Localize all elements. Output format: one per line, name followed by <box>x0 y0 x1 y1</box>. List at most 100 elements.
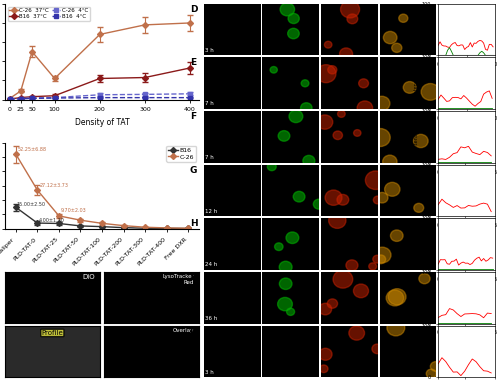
Text: 9.70±2.03: 9.70±2.03 <box>61 208 87 213</box>
Circle shape <box>340 48 352 60</box>
Text: 4.00±1.20: 4.00±1.20 <box>38 218 64 223</box>
Circle shape <box>280 3 294 16</box>
Circle shape <box>268 163 276 171</box>
Circle shape <box>384 182 400 196</box>
Text: H: H <box>190 219 198 228</box>
Circle shape <box>333 270 353 288</box>
Circle shape <box>278 298 292 311</box>
Text: Intensity: Intensity <box>413 126 418 147</box>
X-axis label: Density of TAT: Density of TAT <box>74 118 130 127</box>
Legend: B16, C-26: B16, C-26 <box>166 146 196 162</box>
Text: Intensity: Intensity <box>413 287 418 309</box>
Text: I: I <box>190 273 193 282</box>
Circle shape <box>280 278 292 290</box>
Circle shape <box>366 171 386 189</box>
Circle shape <box>328 213 346 228</box>
Circle shape <box>288 28 299 39</box>
Circle shape <box>314 199 324 209</box>
Circle shape <box>404 82 416 93</box>
Circle shape <box>354 130 361 136</box>
Circle shape <box>430 362 441 371</box>
Circle shape <box>382 155 397 168</box>
Circle shape <box>376 255 386 264</box>
Text: Intensity: Intensity <box>413 341 418 362</box>
Circle shape <box>354 284 368 298</box>
Circle shape <box>320 365 328 373</box>
Circle shape <box>372 344 382 354</box>
Circle shape <box>274 243 283 251</box>
Circle shape <box>346 260 358 271</box>
Circle shape <box>288 13 300 24</box>
Text: Intensity: Intensity <box>413 72 418 94</box>
Circle shape <box>373 255 382 263</box>
Text: 7 h: 7 h <box>205 101 214 106</box>
Text: 3 h: 3 h <box>205 48 214 53</box>
Text: F: F <box>190 112 196 121</box>
Circle shape <box>398 14 408 22</box>
Text: E: E <box>190 58 196 67</box>
Text: C: C <box>30 260 40 273</box>
Circle shape <box>347 14 358 24</box>
Circle shape <box>270 67 278 73</box>
Circle shape <box>325 190 342 205</box>
Circle shape <box>419 274 430 284</box>
Text: G: G <box>190 166 197 175</box>
Circle shape <box>293 191 305 202</box>
Circle shape <box>286 308 294 315</box>
Text: 15.00±2.50: 15.00±2.50 <box>17 202 46 207</box>
Text: Intensity: Intensity <box>413 19 418 40</box>
Circle shape <box>376 192 388 203</box>
Text: J: J <box>190 327 193 336</box>
Text: 24 h: 24 h <box>205 263 218 267</box>
Circle shape <box>340 1 359 18</box>
Text: 3 h: 3 h <box>205 370 214 375</box>
Circle shape <box>324 41 332 48</box>
Circle shape <box>386 290 404 306</box>
Text: DiO: DiO <box>82 274 95 280</box>
Circle shape <box>426 369 436 378</box>
Text: 36 h: 36 h <box>205 316 218 321</box>
Circle shape <box>388 289 406 305</box>
Text: 27.12±3.73: 27.12±3.73 <box>40 183 68 188</box>
Circle shape <box>333 131 342 139</box>
Circle shape <box>328 66 337 74</box>
Circle shape <box>368 263 376 270</box>
Circle shape <box>387 320 405 336</box>
Circle shape <box>390 230 403 242</box>
Circle shape <box>317 115 333 129</box>
Circle shape <box>337 194 349 205</box>
Circle shape <box>414 203 424 212</box>
Circle shape <box>357 101 372 115</box>
Text: Profile: Profile <box>42 330 63 336</box>
Circle shape <box>358 79 368 88</box>
Circle shape <box>384 31 397 44</box>
Circle shape <box>289 110 303 123</box>
Text: LysoTracker
Red: LysoTracker Red <box>162 274 194 285</box>
Text: 52.25±6.88: 52.25±6.88 <box>18 147 47 152</box>
Circle shape <box>300 103 312 113</box>
Text: 12 h: 12 h <box>205 209 218 214</box>
Circle shape <box>303 155 315 166</box>
Circle shape <box>349 326 364 340</box>
Circle shape <box>392 43 402 53</box>
Circle shape <box>316 65 336 83</box>
Legend: C-26  37°C, B16  37°C, C-26  4°C, B16  4°C: C-26 37°C, B16 37°C, C-26 4°C, B16 4°C <box>8 6 90 21</box>
Circle shape <box>319 303 332 315</box>
Circle shape <box>374 196 382 204</box>
Circle shape <box>279 261 292 273</box>
Circle shape <box>370 128 390 147</box>
Circle shape <box>421 83 440 100</box>
Text: Intensity: Intensity <box>413 234 418 255</box>
Circle shape <box>374 96 390 110</box>
Circle shape <box>301 80 309 87</box>
Circle shape <box>286 232 299 243</box>
Circle shape <box>327 299 338 308</box>
Text: Intensity: Intensity <box>413 180 418 201</box>
Text: 7 h: 7 h <box>205 155 214 160</box>
Circle shape <box>278 131 290 141</box>
Circle shape <box>414 134 428 147</box>
Circle shape <box>319 348 332 360</box>
Text: D: D <box>190 5 197 14</box>
Text: Overlay: Overlay <box>173 328 195 333</box>
Circle shape <box>338 110 345 117</box>
